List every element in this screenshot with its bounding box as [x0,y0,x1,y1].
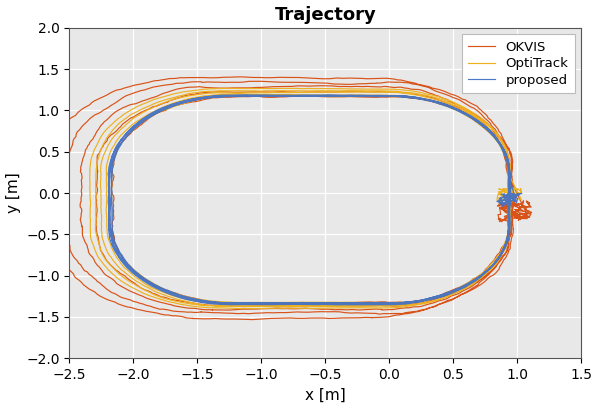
OptiTrack [454,288,461,293]
OKVIS [270,302,277,306]
proposed [324,92,331,97]
OptiTrack [504,204,511,208]
OptiTrack [108,206,115,211]
OKVIS [411,310,419,315]
proposed [136,275,143,279]
OptiTrack [512,191,520,196]
proposed [453,286,460,291]
OptiTrack [236,306,243,311]
OKVIS [173,76,180,81]
OptiTrack [505,228,512,233]
OptiTrack [220,86,227,91]
proposed [109,207,116,212]
proposed [336,302,343,307]
proposed [511,197,518,202]
Line: proposed: proposed [108,95,522,305]
OKVIS [238,74,245,79]
proposed [504,204,511,208]
X-axis label: x [m]: x [m] [305,388,346,402]
Line: OKVIS: OKVIS [50,77,532,319]
OKVIS [248,317,255,322]
OptiTrack [123,277,130,282]
Title: Trajectory: Trajectory [274,6,376,24]
OKVIS [498,201,505,206]
OKVIS [514,207,521,212]
OptiTrack [507,169,514,174]
Legend: OKVIS, OptiTrack, proposed: OKVIS, OptiTrack, proposed [462,35,575,93]
OKVIS [509,166,516,171]
OKVIS [507,181,514,186]
proposed [512,194,520,199]
proposed [505,227,512,232]
proposed [506,171,513,176]
OptiTrack [509,192,516,197]
Line: OptiTrack: OptiTrack [90,89,521,308]
Y-axis label: y [m]: y [m] [5,173,20,213]
OKVIS [495,133,502,138]
